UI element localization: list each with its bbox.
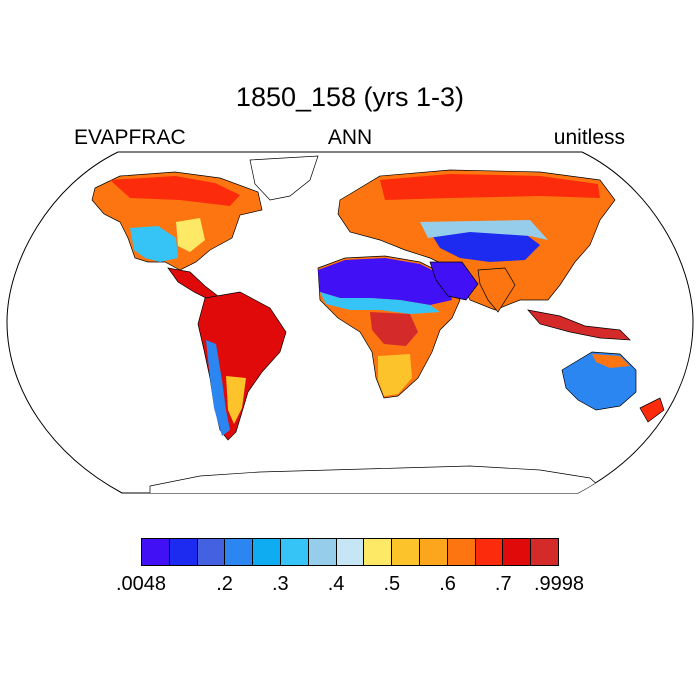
colorbar bbox=[141, 538, 559, 566]
australia-north bbox=[592, 354, 630, 368]
sahara-desert bbox=[318, 258, 452, 305]
new-zealand bbox=[639, 397, 665, 423]
colorbar-swatch bbox=[364, 539, 393, 565]
south-america-andes bbox=[206, 340, 230, 436]
colorbar-swatch bbox=[308, 539, 337, 565]
colorbar-swatch bbox=[142, 539, 170, 565]
colorbar-swatch bbox=[447, 539, 476, 565]
central-asia-dry bbox=[430, 228, 540, 262]
plot-title: 1850_158 (yrs 1-3) bbox=[235, 82, 465, 112]
colorbar-swatch bbox=[169, 539, 198, 565]
colorbar-tick-label: .5 bbox=[383, 573, 401, 595]
greenland bbox=[249, 155, 319, 201]
colorbar-swatch bbox=[197, 539, 226, 565]
colorbar-swatch bbox=[531, 539, 558, 565]
colorbar-tick-label: .0048 bbox=[115, 573, 167, 595]
variable-name: EVAPFRAC bbox=[74, 126, 186, 149]
sahel-band bbox=[320, 292, 440, 314]
siberia-north bbox=[380, 174, 600, 200]
colorbar-tick-label: .4 bbox=[327, 573, 345, 595]
antarctica bbox=[149, 465, 611, 493]
colorbar-tick-label: .2 bbox=[216, 573, 233, 595]
colorbar-swatch bbox=[225, 539, 254, 565]
arabian-peninsula bbox=[429, 261, 479, 301]
south-america-south bbox=[226, 376, 246, 424]
north-america-great-plains bbox=[176, 218, 205, 252]
colorbar-swatch bbox=[503, 539, 532, 565]
colorbar-tick-label: .9998 bbox=[533, 573, 585, 595]
colorbar-swatch bbox=[336, 539, 365, 565]
colorbar-tick-label: .7 bbox=[494, 573, 512, 595]
colorbar-swatch bbox=[280, 539, 309, 565]
north-america-arctic bbox=[110, 176, 240, 206]
season-label: ANN bbox=[327, 126, 373, 149]
colorbar-tick-label: .6 bbox=[439, 573, 456, 595]
colorbar-swatch bbox=[253, 539, 281, 565]
southern-africa-dry bbox=[378, 354, 412, 396]
colorbar-tick-label: .3 bbox=[271, 573, 289, 595]
indian-subcontinent bbox=[477, 267, 516, 313]
north-america-dry-southwest bbox=[130, 226, 178, 262]
colorbar-swatch bbox=[475, 539, 504, 565]
colorbar-swatch bbox=[392, 539, 420, 565]
central-asia-transition bbox=[420, 220, 548, 240]
units-label: unitless bbox=[553, 126, 625, 149]
colorbar-swatch bbox=[419, 539, 448, 565]
indonesia bbox=[527, 309, 631, 341]
congo-basin bbox=[370, 312, 418, 346]
